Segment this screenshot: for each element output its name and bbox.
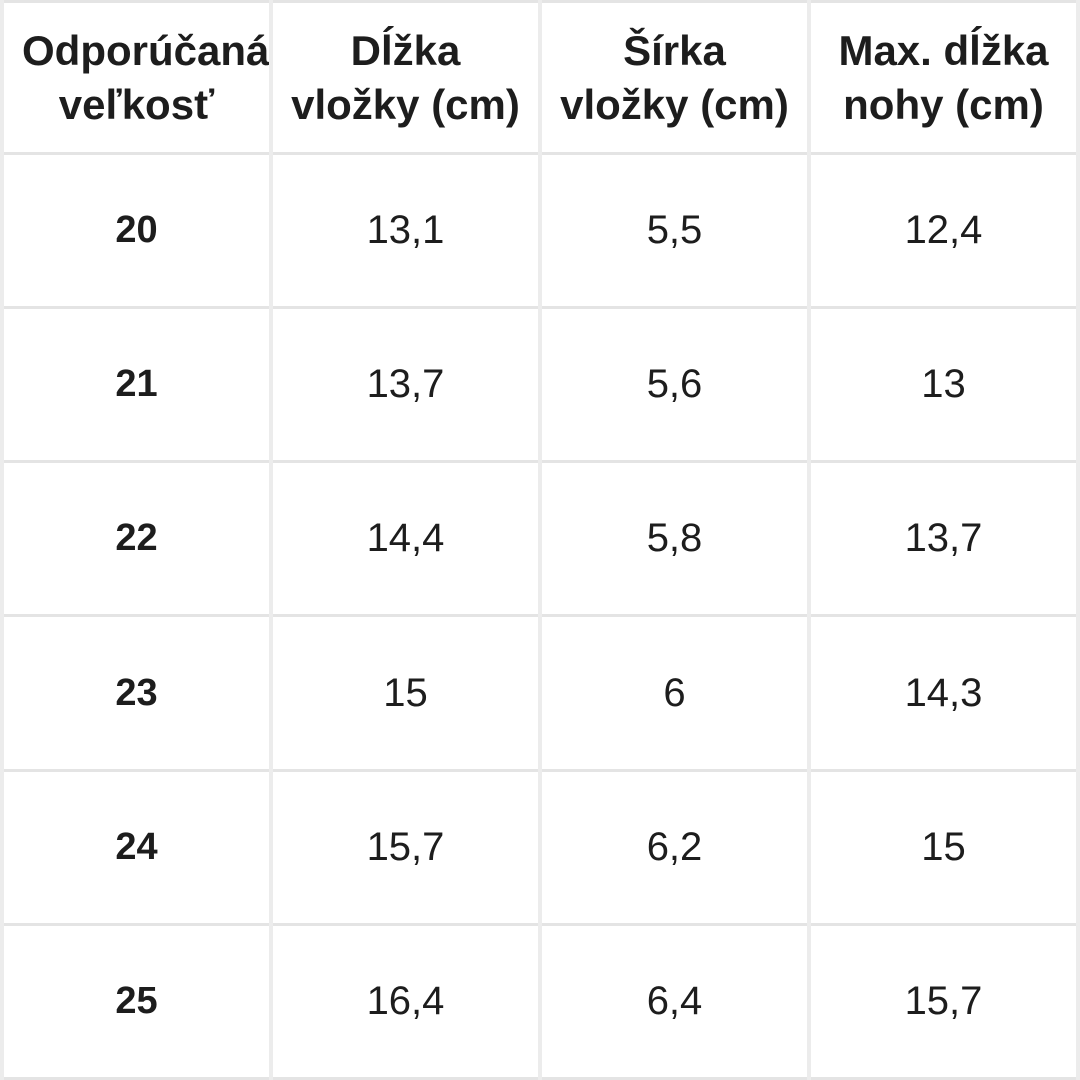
column-header-max-foot-length: Max. dĺžka nohy (cm): [807, 0, 1080, 155]
column-header-insole-width: Šírka vložky (cm): [538, 0, 811, 155]
table-row: 23 15 6 14,3: [0, 614, 1080, 772]
insole-width-cell: 5,5: [538, 151, 811, 310]
insole-length-cell: 14,4: [269, 460, 542, 618]
insole-width-cell: 6,4: [538, 922, 811, 1080]
size-cell: 24: [0, 768, 273, 926]
size-cell: 25: [0, 922, 273, 1080]
max-foot-length-cell: 13,7: [807, 460, 1080, 618]
insole-width-cell: 5,8: [538, 460, 811, 618]
table-row: 20 13,1 5,5 12,4: [0, 151, 1080, 310]
insole-length-cell: 13,7: [269, 306, 542, 464]
max-foot-length-cell: 15,7: [807, 922, 1080, 1080]
insole-length-cell: 15,7: [269, 768, 542, 926]
insole-width-cell: 5,6: [538, 306, 811, 464]
table-row: 24 15,7 6,2 15: [0, 768, 1080, 926]
max-foot-length-cell: 12,4: [807, 151, 1080, 310]
table-row: 22 14,4 5,8 13,7: [0, 460, 1080, 618]
size-cell: 21: [0, 306, 273, 464]
header-row: Odporúčaná veľkosť Dĺžka vložky (cm) Šír…: [0, 0, 1080, 155]
table-row: 25 16,4 6,4 15,7: [0, 922, 1080, 1080]
max-foot-length-cell: 13: [807, 306, 1080, 464]
table-header: Odporúčaná veľkosť Dĺžka vložky (cm) Šír…: [0, 0, 1080, 155]
insole-length-cell: 16,4: [269, 922, 542, 1080]
column-header-recommended-size: Odporúčaná veľkosť: [0, 0, 273, 155]
table-row: 21 13,7 5,6 13: [0, 306, 1080, 464]
column-header-insole-length: Dĺžka vložky (cm): [269, 0, 542, 155]
max-foot-length-cell: 15: [807, 768, 1080, 926]
max-foot-length-cell: 14,3: [807, 614, 1080, 772]
size-cell: 22: [0, 460, 273, 618]
insole-length-cell: 13,1: [269, 151, 542, 310]
insole-width-cell: 6: [538, 614, 811, 772]
table-body: 20 13,1 5,5 12,4 21 13,7 5,6 13 22 14,4 …: [0, 151, 1080, 1080]
size-cell: 20: [0, 151, 273, 310]
insole-length-cell: 15: [269, 614, 542, 772]
insole-width-cell: 6,2: [538, 768, 811, 926]
size-cell: 23: [0, 614, 273, 772]
